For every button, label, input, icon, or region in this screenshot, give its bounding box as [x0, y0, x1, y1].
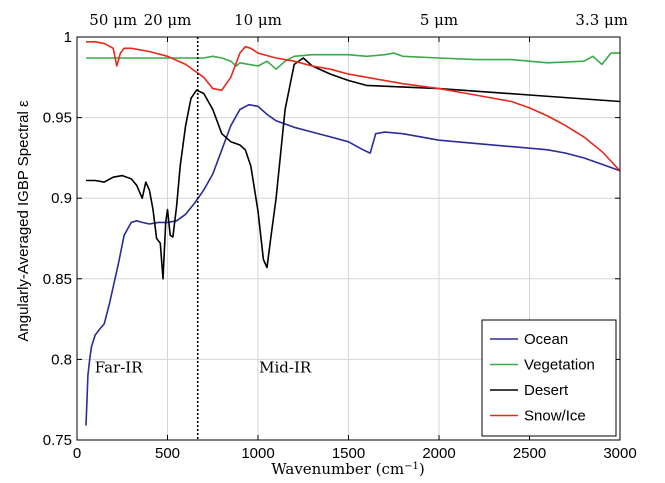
y-axis-title: Angularly-Averaged IGBP Spectral ε [15, 100, 32, 342]
x-tick-label: 2000 [422, 445, 455, 462]
legend: Ocean Vegetation Desert Snow/Ice [481, 319, 617, 437]
x-tick-label: 1000 [241, 445, 274, 462]
y-tick-label: 0.9 [51, 190, 72, 207]
x-tick-label: 500 [155, 445, 180, 462]
x-axis-title-main: Wavenumber (cm [271, 460, 404, 478]
top-wavelength-label: 50 μm [89, 11, 137, 29]
legend-label: Snow/Ice [524, 408, 586, 425]
legend-label: Ocean [524, 331, 568, 348]
top-wavelength-label: 3.3 μm [575, 11, 628, 29]
axis-ticks: 0 500 1000 1500 2000 2500 3000 0.75 0.8 0.85 0.9 0.… [43, 11, 637, 462]
series-line-vegetation [86, 52, 620, 70]
top-wavelength-label: 5 μm [420, 11, 458, 29]
x-tick-label: 0 [73, 445, 81, 462]
legend-label: Desert [524, 382, 569, 399]
x-tick-label: 1500 [332, 445, 365, 462]
y-tick-label: 0.85 [43, 271, 72, 288]
x-axis-title: Wavenumber (cm−1) [271, 460, 424, 478]
y-tick-label: 0.8 [51, 351, 72, 368]
y-tick-label: 0.95 [43, 110, 72, 127]
x-axis-title-close: ) [419, 460, 425, 478]
x-tick-label: 2500 [513, 445, 546, 462]
series-line-snow-ice [86, 41, 621, 172]
series-line-desert [86, 57, 621, 280]
region-label-mid-ir: Mid-IR [259, 358, 312, 376]
top-wavelength-label: 20 μm [144, 11, 192, 29]
series-lines [85, 41, 621, 426]
series-line-ocean [85, 103, 621, 426]
y-tick-label: 1 [64, 29, 72, 46]
y-tick-label: 0.75 [43, 432, 72, 449]
region-label-far-ir: Far-IR [95, 358, 143, 376]
top-wavelength-label: 10 μm [234, 11, 282, 29]
legend-label: Vegetation [524, 357, 595, 374]
annotations: Far-IR Mid-IR [95, 358, 312, 376]
x-tick-label: 3000 [603, 445, 636, 462]
x-axis-title-sup: −1 [404, 461, 419, 472]
